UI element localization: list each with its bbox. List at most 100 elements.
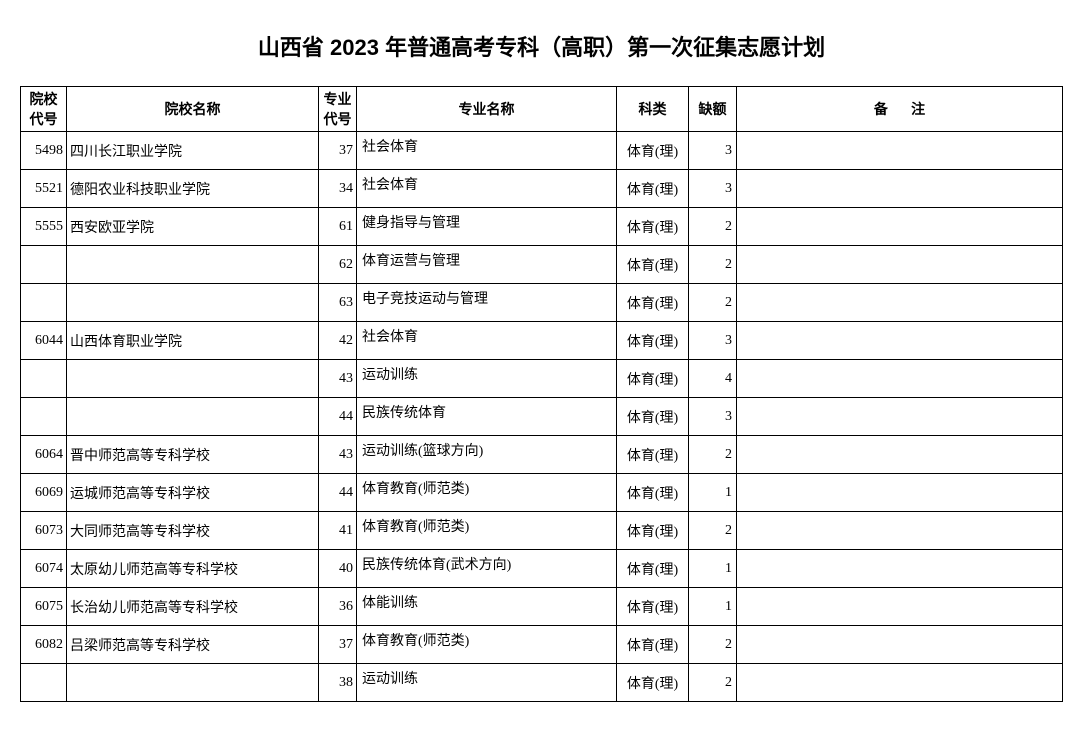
cell-remark xyxy=(737,512,1063,550)
cell-category: 体育(理) xyxy=(617,246,689,284)
cell-remark xyxy=(737,436,1063,474)
cell-school-name: 山西体育职业学院 xyxy=(67,322,319,360)
table-row: 5521德阳农业科技职业学院34社会体育体育(理)3 xyxy=(21,170,1063,208)
cell-vacancy: 2 xyxy=(689,626,737,664)
cell-major-code: 40 xyxy=(319,550,357,588)
cell-major-code: 41 xyxy=(319,512,357,550)
table-body: 5498四川长江职业学院37社会体育体育(理)35521德阳农业科技职业学院34… xyxy=(21,132,1063,702)
cell-major-code: 34 xyxy=(319,170,357,208)
cell-school-code: 5498 xyxy=(21,132,67,170)
page-title: 山西省 2023 年普通高考专科（高职）第一次征集志愿计划 xyxy=(20,30,1063,62)
cell-category: 体育(理) xyxy=(617,132,689,170)
cell-major-name: 体育教育(师范类) xyxy=(357,512,617,550)
cell-category: 体育(理) xyxy=(617,588,689,626)
cell-major-code: 63 xyxy=(319,284,357,322)
cell-school-name: 运城师范高等专科学校 xyxy=(67,474,319,512)
cell-major-name: 民族传统体育 xyxy=(357,398,617,436)
cell-school-name xyxy=(67,398,319,436)
cell-major-name: 社会体育 xyxy=(357,170,617,208)
cell-school-name: 太原幼儿师范高等专科学校 xyxy=(67,550,319,588)
table-row: 63电子竞技运动与管理体育(理)2 xyxy=(21,284,1063,322)
cell-category: 体育(理) xyxy=(617,284,689,322)
cell-remark xyxy=(737,170,1063,208)
cell-school-name xyxy=(67,246,319,284)
cell-category: 体育(理) xyxy=(617,322,689,360)
cell-school-code: 6064 xyxy=(21,436,67,474)
cell-remark xyxy=(737,588,1063,626)
header-remark: 备 注 xyxy=(737,87,1063,132)
cell-remark xyxy=(737,208,1063,246)
cell-major-code: 37 xyxy=(319,626,357,664)
cell-major-code: 61 xyxy=(319,208,357,246)
cell-category: 体育(理) xyxy=(617,474,689,512)
admissions-table: 院校代号 院校名称 专业代号 专业名称 科类 缺额 备 注 5498四川长江职业… xyxy=(20,86,1063,702)
cell-remark xyxy=(737,398,1063,436)
cell-major-name: 运动训练 xyxy=(357,664,617,702)
cell-category: 体育(理) xyxy=(617,436,689,474)
cell-major-code: 43 xyxy=(319,436,357,474)
cell-school-code: 6073 xyxy=(21,512,67,550)
cell-school-code xyxy=(21,246,67,284)
table-row: 6082吕梁师范高等专科学校37体育教育(师范类)体育(理)2 xyxy=(21,626,1063,664)
cell-major-name: 社会体育 xyxy=(357,132,617,170)
header-major-code: 专业代号 xyxy=(319,87,357,132)
cell-category: 体育(理) xyxy=(617,170,689,208)
header-remark-a: 备 xyxy=(874,101,888,117)
cell-remark xyxy=(737,550,1063,588)
cell-school-code xyxy=(21,398,67,436)
cell-school-name: 大同师范高等专科学校 xyxy=(67,512,319,550)
header-school-name: 院校名称 xyxy=(67,87,319,132)
cell-vacancy: 2 xyxy=(689,246,737,284)
cell-major-name: 运动训练 xyxy=(357,360,617,398)
cell-vacancy: 3 xyxy=(689,398,737,436)
table-row: 6074太原幼儿师范高等专科学校40民族传统体育(武术方向)体育(理)1 xyxy=(21,550,1063,588)
cell-major-code: 36 xyxy=(319,588,357,626)
cell-remark xyxy=(737,284,1063,322)
cell-school-name: 德阳农业科技职业学院 xyxy=(67,170,319,208)
header-vacancy: 缺额 xyxy=(689,87,737,132)
cell-school-code xyxy=(21,360,67,398)
cell-vacancy: 1 xyxy=(689,474,737,512)
cell-school-code: 6074 xyxy=(21,550,67,588)
cell-remark xyxy=(737,474,1063,512)
cell-category: 体育(理) xyxy=(617,550,689,588)
cell-major-code: 62 xyxy=(319,246,357,284)
table-row: 6064晋中师范高等专科学校43运动训练(篮球方向)体育(理)2 xyxy=(21,436,1063,474)
cell-school-name xyxy=(67,360,319,398)
cell-major-name: 体育教育(师范类) xyxy=(357,474,617,512)
cell-category: 体育(理) xyxy=(617,398,689,436)
cell-major-code: 44 xyxy=(319,474,357,512)
table-row: 62体育运营与管理体育(理)2 xyxy=(21,246,1063,284)
cell-vacancy: 1 xyxy=(689,550,737,588)
cell-school-code xyxy=(21,664,67,702)
cell-major-code: 42 xyxy=(319,322,357,360)
cell-remark xyxy=(737,132,1063,170)
table-row: 6044山西体育职业学院42社会体育体育(理)3 xyxy=(21,322,1063,360)
header-remark-b: 注 xyxy=(911,101,925,117)
cell-vacancy: 2 xyxy=(689,284,737,322)
table-row: 6069运城师范高等专科学校44体育教育(师范类)体育(理)1 xyxy=(21,474,1063,512)
cell-category: 体育(理) xyxy=(617,360,689,398)
cell-school-code: 6082 xyxy=(21,626,67,664)
table-row: 5498四川长江职业学院37社会体育体育(理)3 xyxy=(21,132,1063,170)
cell-school-code: 6044 xyxy=(21,322,67,360)
cell-remark xyxy=(737,626,1063,664)
cell-vacancy: 1 xyxy=(689,588,737,626)
cell-major-name: 社会体育 xyxy=(357,322,617,360)
cell-school-name: 吕梁师范高等专科学校 xyxy=(67,626,319,664)
cell-school-name: 长治幼儿师范高等专科学校 xyxy=(67,588,319,626)
cell-major-code: 44 xyxy=(319,398,357,436)
cell-vacancy: 4 xyxy=(689,360,737,398)
cell-vacancy: 2 xyxy=(689,664,737,702)
cell-school-name: 四川长江职业学院 xyxy=(67,132,319,170)
table-row: 38运动训练体育(理)2 xyxy=(21,664,1063,702)
cell-school-code: 5555 xyxy=(21,208,67,246)
cell-major-name: 民族传统体育(武术方向) xyxy=(357,550,617,588)
cell-remark xyxy=(737,664,1063,702)
table-header-row: 院校代号 院校名称 专业代号 专业名称 科类 缺额 备 注 xyxy=(21,87,1063,132)
cell-major-name: 电子竞技运动与管理 xyxy=(357,284,617,322)
cell-major-name: 体能训练 xyxy=(357,588,617,626)
cell-vacancy: 2 xyxy=(689,436,737,474)
cell-category: 体育(理) xyxy=(617,664,689,702)
table-row: 44民族传统体育体育(理)3 xyxy=(21,398,1063,436)
